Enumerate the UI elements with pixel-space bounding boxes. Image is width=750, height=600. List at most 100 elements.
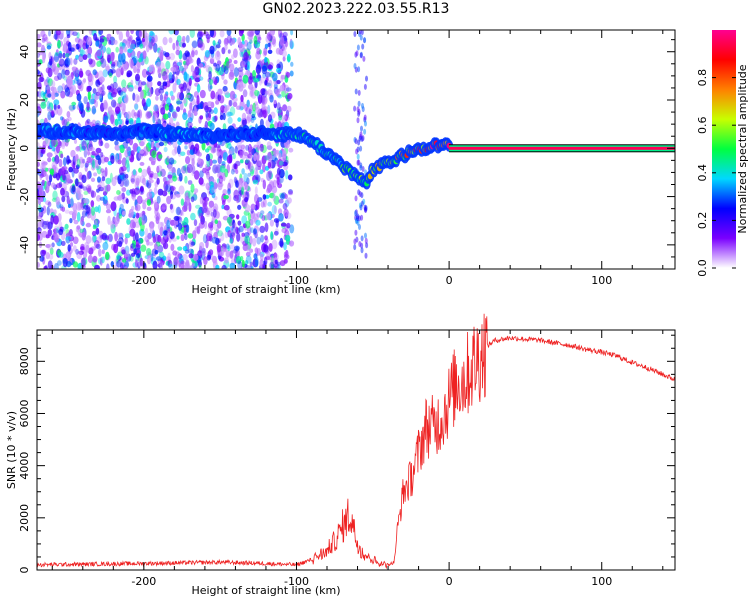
noise-speckle: [136, 38, 142, 45]
noise-speckle: [242, 117, 247, 127]
noise-speckle: [231, 232, 236, 237]
noise-speckle: [125, 120, 129, 125]
noise-speckle: [53, 209, 57, 216]
noise-speckle: [133, 112, 138, 117]
noise-speckle: [364, 237, 368, 244]
spectrogram-xlabel: Height of straight line (km): [191, 283, 340, 296]
noise-speckle: [42, 205, 47, 214]
noise-speckle: [64, 69, 70, 76]
noise-speckle: [114, 106, 121, 114]
noise-speckle: [185, 224, 190, 233]
noise-speckle: [74, 67, 79, 78]
snr-frame: [36, 329, 676, 571]
noise-speckle: [245, 159, 250, 164]
noise-speckle: [223, 79, 228, 85]
noise-speckle: [59, 58, 65, 67]
noise-speckle: [99, 93, 104, 103]
noise-speckle: [287, 174, 293, 181]
noise-speckle: [216, 151, 221, 157]
noise-speckle: [64, 138, 69, 147]
noise-speckle: [95, 227, 100, 235]
noise-speckle: [195, 204, 201, 209]
noise-speckle: [115, 46, 119, 53]
noise-speckle: [271, 239, 278, 250]
noise-speckle: [245, 106, 251, 115]
noise-speckle: [180, 234, 185, 242]
noise-speckle: [357, 66, 361, 73]
noise-speckle: [256, 144, 260, 152]
noise-speckle: [148, 179, 154, 184]
noise-speckle: [133, 248, 137, 255]
noise-speckle: [157, 81, 162, 87]
noise-speckle: [255, 169, 259, 178]
noise-speckle: [70, 159, 76, 168]
noise-speckle: [178, 185, 185, 195]
noise-speckle: [278, 198, 284, 204]
noise-speckle: [355, 236, 359, 243]
noise-speckle: [270, 231, 274, 240]
noise-speckle: [106, 47, 112, 55]
noise-speckle: [273, 205, 277, 214]
noise-speckle: [134, 221, 141, 228]
noise-speckle: [174, 146, 178, 154]
noise-speckle: [205, 153, 211, 162]
noise-speckle: [266, 151, 273, 162]
noise-speckle: [263, 47, 268, 56]
noise-speckle: [222, 112, 226, 121]
noise-speckle: [169, 104, 174, 113]
noise-speckle: [251, 109, 256, 117]
noise-speckle: [157, 221, 164, 231]
noise-speckle: [178, 222, 183, 231]
noise-speckle: [110, 99, 117, 108]
noise-speckle: [177, 145, 181, 155]
noise-speckle: [169, 203, 173, 210]
noise-speckle: [129, 189, 133, 194]
snr-xtick-label: -200: [131, 575, 156, 588]
noise-speckle: [229, 69, 235, 78]
noise-speckle: [153, 187, 158, 195]
noise-speckle: [211, 187, 217, 194]
noise-speckle: [246, 177, 250, 185]
noise-speckle: [184, 145, 188, 150]
noise-speckle: [194, 49, 198, 56]
noise-speckle: [176, 62, 182, 67]
colorbar-bar: [712, 30, 736, 268]
noise-speckle: [253, 103, 259, 110]
noise-speckle: [66, 111, 71, 118]
noise-speckle: [359, 204, 363, 211]
noise-speckle: [285, 212, 292, 220]
noise-speckle: [198, 264, 202, 269]
snr-xtick-label: 100: [591, 575, 612, 588]
noise-speckle: [225, 142, 229, 149]
snr-ylabel: SNR (10 * v/v): [5, 411, 18, 489]
noise-speckle: [199, 89, 206, 99]
noise-speckle: [40, 148, 46, 154]
noise-speckle: [162, 81, 168, 87]
noise-speckle: [122, 59, 126, 65]
noise-speckle: [42, 55, 46, 64]
noise-speckle: [180, 86, 184, 94]
noise-speckle: [253, 228, 257, 235]
noise-speckle: [94, 100, 98, 108]
noise-speckle: [58, 251, 64, 258]
noise-speckle: [76, 225, 81, 230]
noise-speckle: [157, 68, 161, 74]
noise-speckle: [46, 206, 50, 216]
noise-speckle: [37, 161, 40, 167]
noise-speckle: [159, 226, 164, 237]
noise-speckle: [98, 30, 104, 35]
noise-speckle: [231, 54, 235, 60]
noise-speckle: [98, 248, 102, 257]
noise-speckle: [269, 30, 276, 36]
noise-speckle: [102, 199, 109, 206]
noise-speckle: [173, 219, 179, 226]
noise-speckle: [275, 47, 281, 55]
noise-speckle: [178, 65, 184, 72]
noise-speckle: [208, 249, 214, 256]
noise-speckle: [252, 179, 259, 185]
noise-speckle: [118, 110, 122, 119]
noise-speckle: [182, 205, 188, 212]
noise-speckle: [113, 216, 120, 225]
noise-speckle: [184, 195, 191, 206]
